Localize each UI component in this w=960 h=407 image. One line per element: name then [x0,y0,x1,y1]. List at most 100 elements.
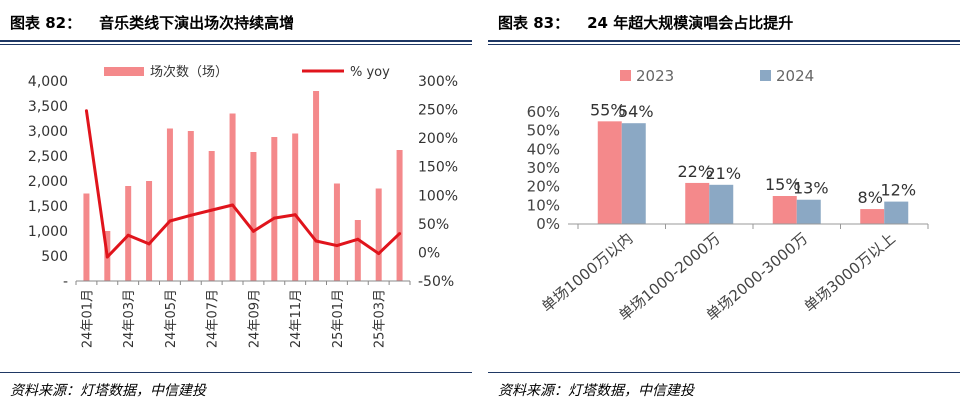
data-label-2023: 22% [677,162,713,181]
y-left-tick-label: 2,000 [28,174,68,190]
y-tick-label: 0% [536,215,560,233]
title-rule [0,40,472,42]
bar-performance-count [292,133,299,281]
point-yoy [210,208,214,212]
figure-82-number: 图表 82： [10,14,82,32]
x-tick-label: 24年11月 [289,289,304,348]
y-right-tick-label: 0% [418,245,440,261]
bar-performance-count [187,131,194,281]
y-left-tick-label: - [63,274,68,290]
bar-performance-count [208,151,215,281]
bar-performance-count [83,193,90,281]
y-left-tick-label: 3,000 [28,124,68,140]
left-figure-panel: 图表 82： 音乐类线下演出场次持续高增 - 500 1,000 1,500 2,000 2… [0,0,472,407]
y-right-tick-label: 200% [418,131,458,147]
bar-performance-count [125,186,132,281]
point-yoy [314,239,318,243]
y-left-tick-label: 2,500 [28,149,68,165]
y-tick-label: 50% [527,122,560,140]
point-yoy [231,203,235,207]
x-tick-label: 24年09月 [247,289,262,348]
bar-2023 [860,209,885,224]
category-label: 单场3000万以上 [801,229,899,316]
bar-2024 [796,199,821,224]
legend-label-line: % yoy [350,65,390,80]
y-right-tick-label: -50% [418,274,454,290]
bar-performance-count [271,137,278,281]
x-tick-label: 25年03月 [373,289,388,348]
y-right-tick-label: 150% [418,160,458,176]
bar-performance-count [229,113,236,281]
data-label-2024: 13% [793,179,829,198]
bottom-rule [488,372,960,373]
y-left-tick-label: 1,500 [28,199,68,215]
point-yoy [147,242,151,246]
point-yoy [168,219,172,223]
y-tick-label: 30% [527,159,560,177]
x-tick-label: 24年05月 [164,289,179,348]
y-tick-label: 20% [527,178,560,196]
point-yoy [335,244,339,248]
point-yoy [293,213,297,217]
point-yoy [272,216,276,220]
legend-swatch-2023 [620,70,631,81]
data-label-2023: 15% [765,175,801,194]
figure-83-title: 图表 83： 24 年超大规模演唱会占比提升 [498,12,793,33]
y-right-tick-label: 100% [418,188,458,204]
y-right-tick-label: 300% [418,74,458,90]
right-figure-panel: 图表 83： 24 年超大规模演唱会占比提升 0% 10% 20% 30% 40% 50% 6… [488,0,960,407]
y-left-tick-label: 1,000 [28,224,68,240]
point-yoy [251,229,255,233]
category-label: 单场1000万以内 [538,229,636,316]
bar-performance-count [313,91,320,281]
y-left-tick-label: 3,500 [28,99,68,115]
data-label-2023: 8% [858,188,883,207]
line-yoy [84,110,401,259]
bar-2023 [772,196,797,224]
bar-performance-count [333,183,340,281]
bar-performance-count [396,150,403,281]
y-tick-label: 10% [527,196,560,214]
point-yoy [189,213,193,217]
bar-2023 [597,121,622,224]
point-yoy [377,252,381,256]
figure-82-caption: 音乐类线下演出场次持续高增 [99,14,295,32]
bar-performance-count [166,128,173,281]
legend-swatch-2024 [760,70,771,81]
point-yoy [84,109,88,113]
y-right-tick-label: 50% [418,217,449,233]
figure-83-number: 图表 83： [498,14,570,32]
bar-performance-count [375,188,382,281]
data-label-2024: 54% [618,102,654,121]
title-rule-thin [488,44,960,45]
figure-83-caption: 24 年超大规模演唱会占比提升 [587,14,794,32]
title-rule [488,40,960,42]
bar-performance-count [250,152,257,281]
bar-2024 [621,123,646,224]
bar-performance-count [146,181,153,281]
legend-label-2023: 2023 [636,67,674,85]
performance-count-chart: - 500 1,000 1,500 2,000 2,500 3,000 3,500 4,000 -… [28,64,458,348]
figure-82-title: 图表 82： 音乐类线下演出场次持续高增 [10,12,294,33]
data-label-2024: 12% [880,181,916,200]
point-yoy [356,237,360,241]
bar-2024 [884,201,909,224]
figure-82-source: 资料来源：灯塔数据，中信建投 [10,383,206,399]
x-tick-label: 24年01月 [80,289,95,348]
x-tick-label: 24年03月 [122,289,137,348]
bar-2023 [685,182,710,224]
bar-2024 [709,184,734,224]
y-left-tick-label: 500 [41,249,68,265]
bar-performance-count [354,220,361,281]
y-tick-label: 40% [527,140,560,158]
y-right-tick-label: 250% [418,103,458,119]
point-yoy [126,233,130,237]
figure-83-source: 资料来源：灯塔数据，中信建投 [498,383,694,399]
point-yoy [105,255,109,259]
x-tick-label: 24年07月 [206,289,221,348]
concert-share-chart: 0%10%20%30%40%50%60% 55%54% 单场1000万以内 22%21… [527,67,929,325]
bottom-rule [0,372,472,373]
x-tick-label: 25年01月 [331,289,346,348]
legend-label-2024: 2024 [776,67,814,85]
title-rule-thin [0,44,472,45]
